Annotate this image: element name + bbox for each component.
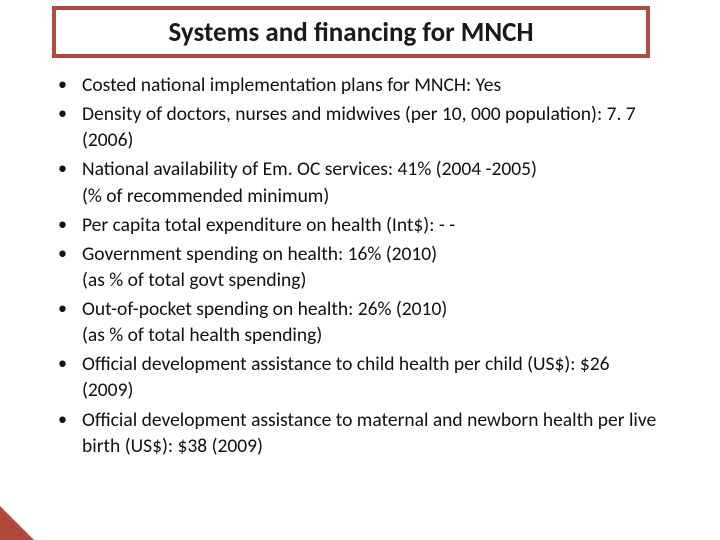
list-item: Out-of-pocket spending on health: 26% (2…	[54, 296, 664, 348]
list-item: National availability of Em. OC services…	[54, 156, 664, 208]
slide-title: Systems and financing for MNCH	[169, 16, 534, 49]
title-banner: Systems and financing for MNCH	[52, 6, 650, 58]
bullet-text: Costed national implementation plans for…	[82, 73, 501, 97]
list-item: Per capita total expenditure on health (…	[54, 212, 664, 238]
bullet-text: National availability of Em. OC services…	[82, 157, 537, 181]
title-inner: Systems and financing for MNCH	[56, 10, 646, 54]
corner-accent	[0, 506, 34, 540]
bullet-subtext: (as % of total health spending)	[82, 322, 664, 348]
bullet-subtext: (% of recommended minimum)	[82, 183, 664, 209]
bullet-text: Per capita total expenditure on health (…	[82, 213, 455, 237]
bullet-text: Government spending on health: 16% (2010…	[82, 242, 437, 266]
bullet-subtext: (as % of total govt spending)	[82, 267, 664, 293]
bullet-text: Out-of-pocket spending on health: 26% (2…	[82, 297, 447, 321]
list-item: Official development assistance to mater…	[54, 407, 664, 459]
bullet-list: Costed national implementation plans for…	[54, 72, 664, 459]
bullet-text: Official development assistance to mater…	[82, 408, 656, 458]
list-item: Costed national implementation plans for…	[54, 72, 664, 98]
list-item: Official development assistance to child…	[54, 351, 664, 403]
bullet-text: Density of doctors, nurses and midwives …	[82, 102, 636, 152]
list-item: Density of doctors, nurses and midwives …	[54, 101, 664, 153]
bullet-text: Official development assistance to child…	[82, 352, 610, 402]
content-area: Costed national implementation plans for…	[54, 72, 664, 462]
list-item: Government spending on health: 16% (2010…	[54, 241, 664, 293]
